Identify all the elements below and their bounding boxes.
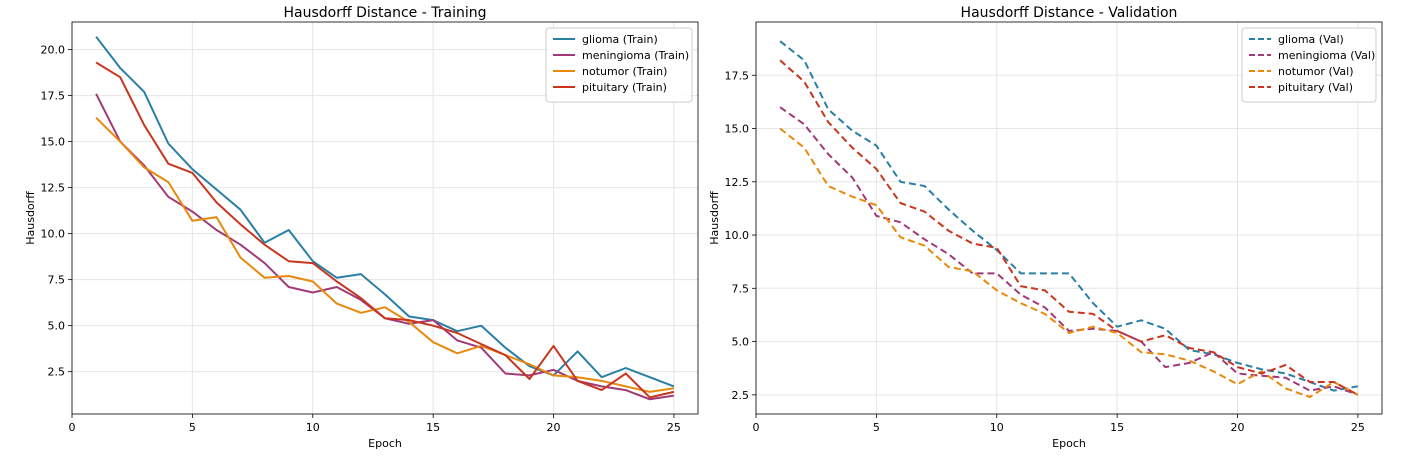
legend-label: notumor (Train) <box>582 65 667 78</box>
x-axis-label: Epoch <box>368 437 402 450</box>
y-tick-label: 10.0 <box>725 229 750 242</box>
x-tick-label: 0 <box>69 421 76 434</box>
y-axis-label: Hausdorff <box>708 191 721 245</box>
y-tick-label: 2.5 <box>732 389 750 402</box>
x-tick-label: 5 <box>873 421 880 434</box>
series-line-glioma <box>779 40 1359 392</box>
series-line-glioma <box>95 36 675 388</box>
legend-label: pituitary (Val) <box>1278 81 1353 94</box>
axes-frame <box>71 21 699 415</box>
x-tick-label: 15 <box>426 421 440 434</box>
y-tick-label: 12.5 <box>41 182 66 195</box>
legend-label: notumor (Val) <box>1278 65 1354 78</box>
y-axis-label: Hausdorff <box>24 191 37 245</box>
y-tick-label: 5.0 <box>48 320 66 333</box>
y-tick-label: 7.5 <box>732 282 750 295</box>
series-line-meningioma <box>95 93 675 401</box>
y-tick-label: 10.0 <box>41 228 66 241</box>
series-line-pituitary <box>779 59 1359 396</box>
legend-label: meningioma (Train) <box>582 49 689 62</box>
y-tick-label: 15.0 <box>725 123 750 136</box>
x-tick-label: 25 <box>1351 421 1365 434</box>
x-tick-label: 20 <box>547 421 561 434</box>
y-tick-label: 7.5 <box>48 274 66 287</box>
legend-box <box>545 27 693 103</box>
y-tick-label: 12.5 <box>725 176 750 189</box>
legend-label: glioma (Train) <box>582 33 658 46</box>
y-tick-label: 20.0 <box>41 44 66 57</box>
legend-label: pituitary (Train) <box>582 81 667 94</box>
y-tick-label: 5.0 <box>732 336 750 349</box>
legend-box <box>1241 27 1377 103</box>
series-line-notumor <box>779 127 1359 398</box>
x-tick-label: 25 <box>667 421 681 434</box>
series-line-pituitary <box>95 61 675 399</box>
x-tick-label: 20 <box>1231 421 1245 434</box>
x-tick-label: 15 <box>1110 421 1124 434</box>
y-tick-label: 17.5 <box>41 90 66 103</box>
y-tick-label: 17.5 <box>725 69 750 82</box>
axes-frame <box>755 21 1383 415</box>
x-axis-label: Epoch <box>1052 437 1086 450</box>
chart-title: Hausdorff Distance - Training <box>284 5 487 21</box>
x-tick-label: 10 <box>990 421 1004 434</box>
y-tick-label: 15.0 <box>41 136 66 149</box>
legend: glioma (Val) meningioma (Val) notumor (Val… <box>1241 27 1377 103</box>
x-tick-label: 10 <box>306 421 320 434</box>
series-line-meningioma <box>779 106 1359 396</box>
legend: glioma (Train) meningioma (Train) notumor … <box>545 27 693 103</box>
chart-title: Hausdorff Distance - Validation <box>961 5 1178 21</box>
legend-label: glioma (Val) <box>1278 33 1344 46</box>
legend-label: meningioma (Val) <box>1278 49 1375 62</box>
x-tick-label: 0 <box>753 421 760 434</box>
chart-panel-2: 0 5 10 15 20 25 2.5 5.0 7.5 10.0 12.5 15.0 17.5 Hausd… <box>708 5 1383 450</box>
series-line-notumor <box>95 116 675 393</box>
x-tick-label: 5 <box>189 421 196 434</box>
y-tick-label: 2.5 <box>48 366 66 379</box>
chart-panel-1: 0 5 10 15 20 25 2.5 5.0 7.5 10.0 12.5 15.0 17.5 20.0 H… <box>24 5 699 450</box>
